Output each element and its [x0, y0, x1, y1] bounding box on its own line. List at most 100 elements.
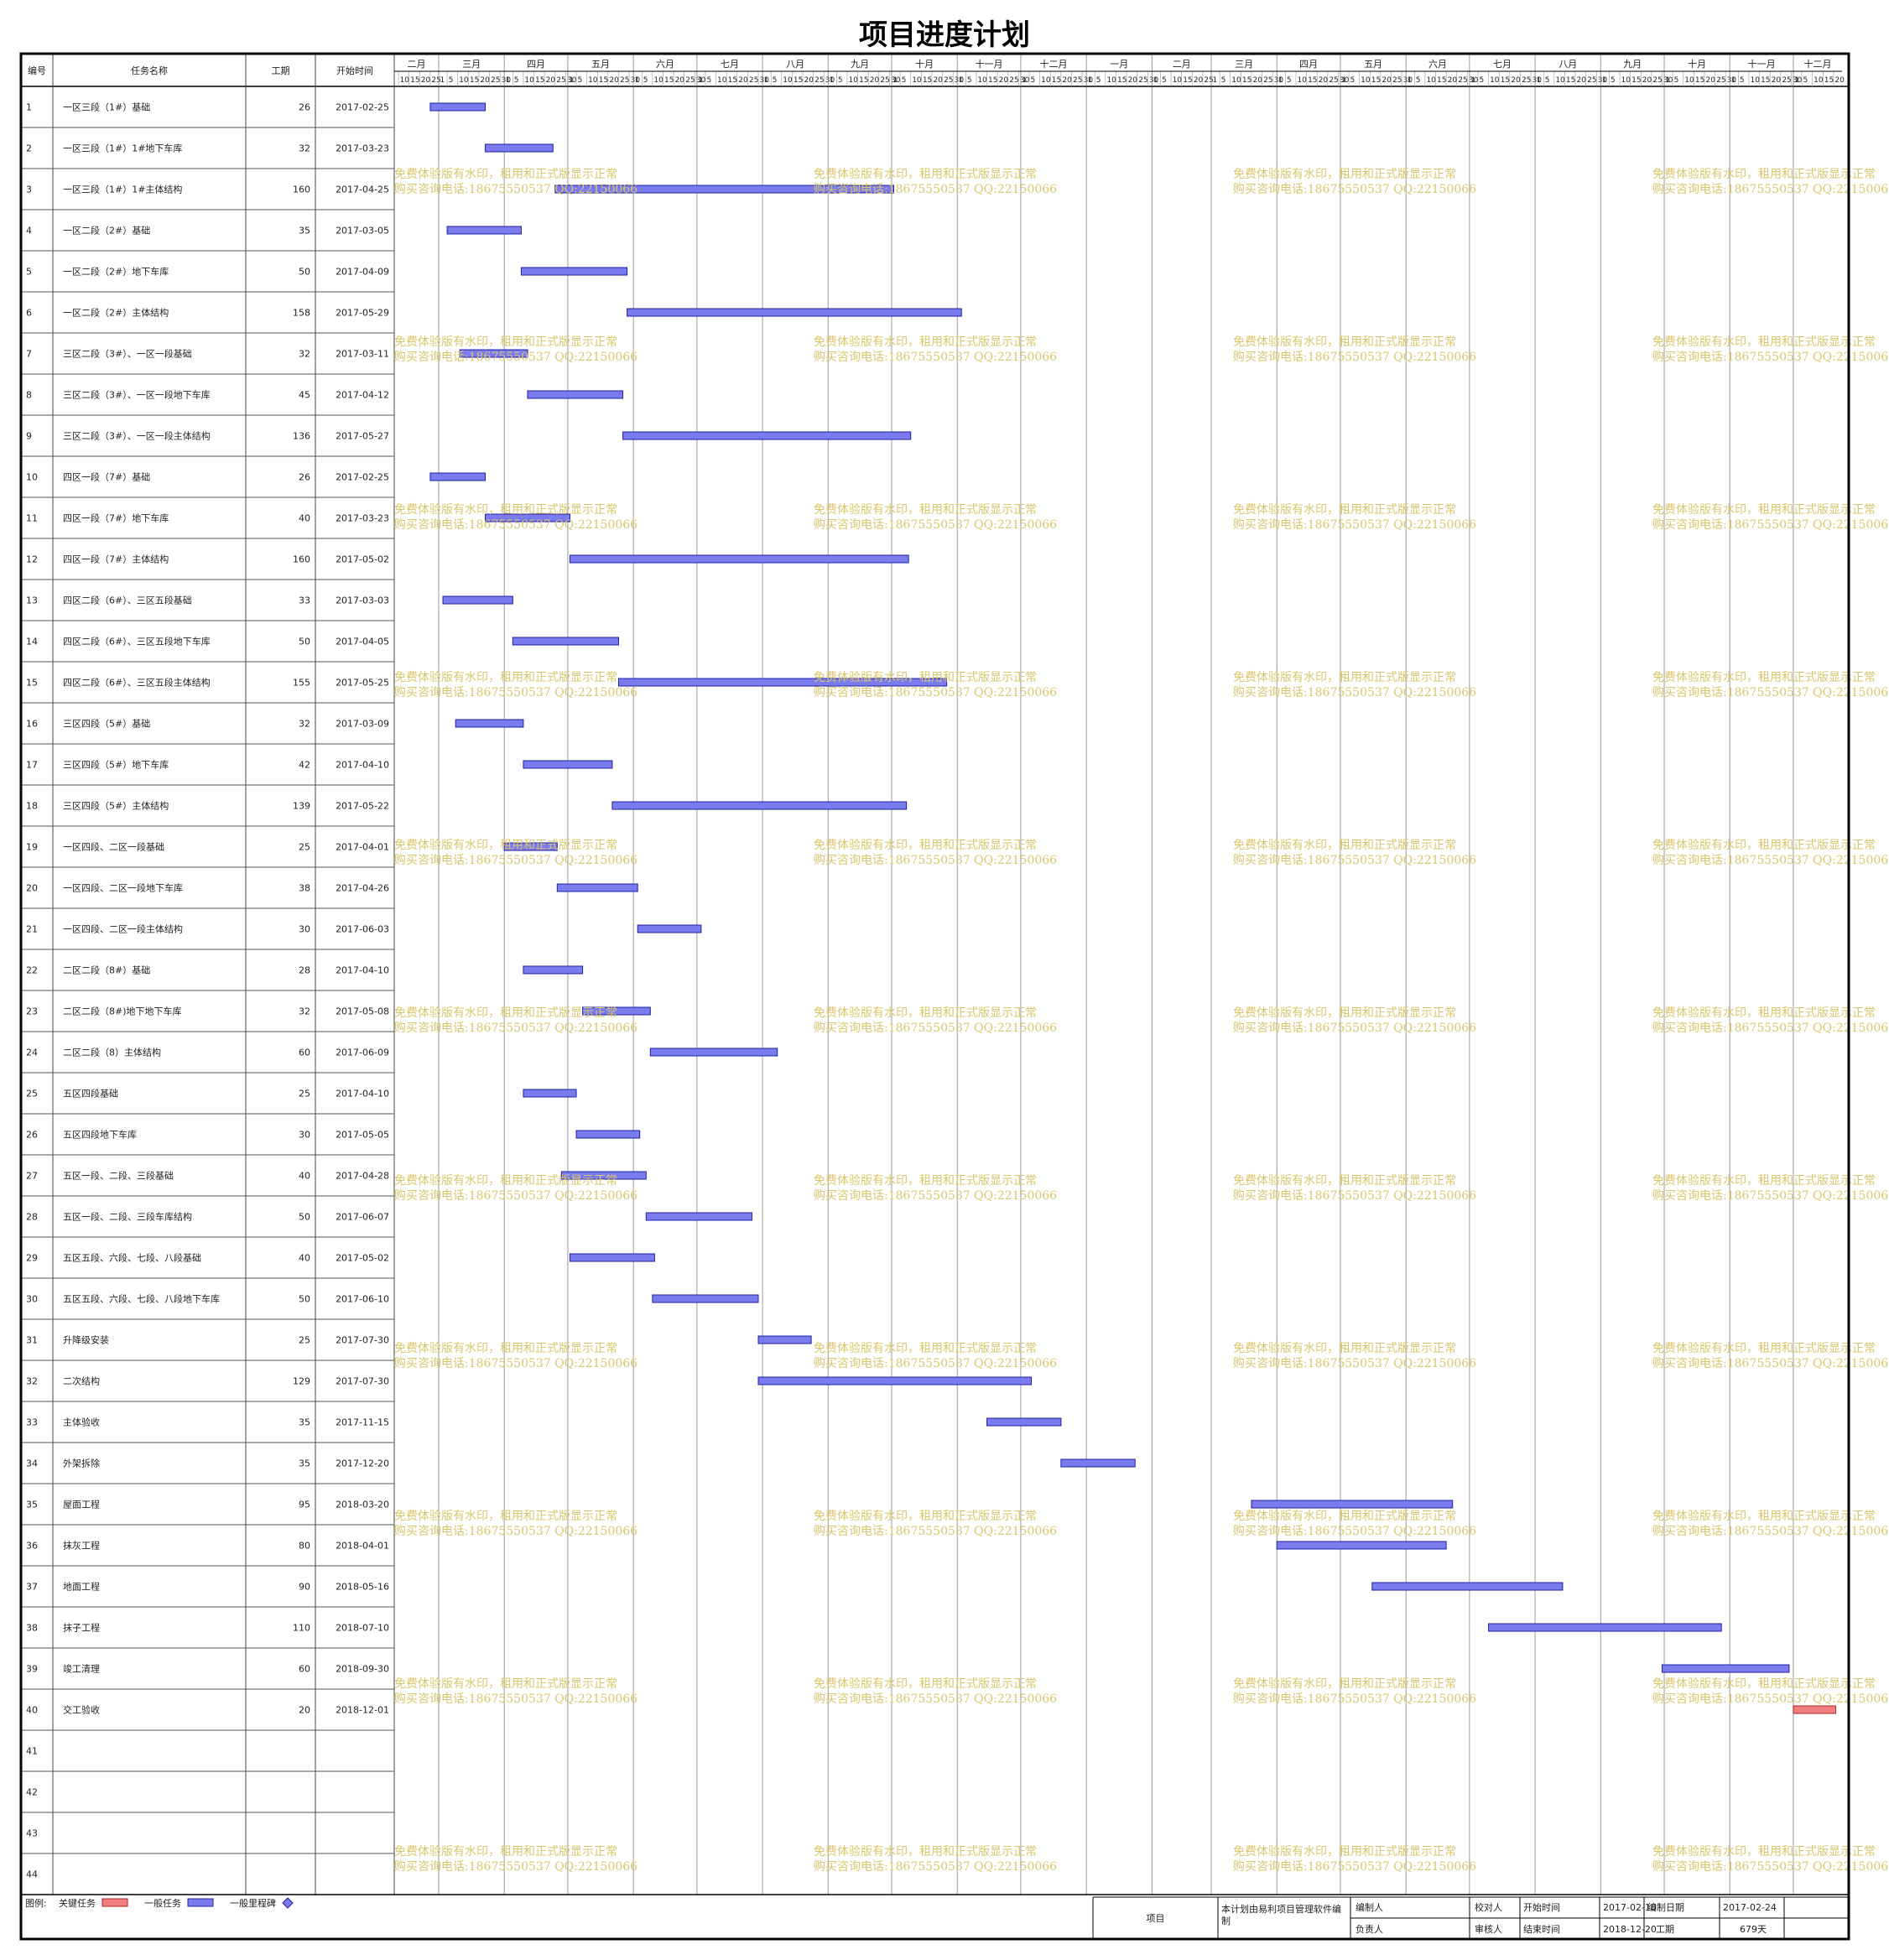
watermark-line1: 免费体验版有水印，租用和正式版显示正常: [394, 1006, 617, 1020]
day-tick-label: 5: [902, 76, 907, 85]
task-bar: [523, 1089, 577, 1098]
day-tick-label: 25: [620, 76, 629, 85]
day-tick-label: 25: [1138, 76, 1147, 85]
day-tick-label: 15: [664, 76, 674, 85]
task-id: 27: [26, 1171, 38, 1182]
watermark-line2: 购买咨询电话:18675550537 QQ:22150066: [814, 1525, 1057, 1538]
day-tick-label: 10: [400, 76, 410, 85]
day-tick-label: 5: [706, 76, 711, 85]
watermark-line1: 免费体验版有水印，租用和正式版显示正常: [394, 671, 617, 684]
day-tick-label: 10: [1106, 76, 1116, 85]
task-name: 四区一段（7#）主体结构: [63, 554, 169, 565]
day-tick-label: 25: [1782, 76, 1791, 85]
day-tick-label: 1: [1470, 76, 1475, 85]
task-duration: 30: [299, 924, 310, 935]
task-duration: 25: [299, 1089, 310, 1100]
task-start: 2017-06-07: [336, 1212, 389, 1223]
task-start: 2017-05-29: [336, 308, 389, 319]
watermark-line2: 购买咨询电话:18675550537 QQ:22150066: [1652, 854, 1889, 867]
task-start: 2017-04-05: [336, 637, 389, 647]
task-name: 抹子工程: [63, 1623, 100, 1634]
task-id: 31: [26, 1335, 38, 1346]
day-tick-label: 5: [1416, 76, 1421, 85]
watermark-line1: 免费体验版有水印，租用和正式版显示正常: [394, 1342, 617, 1355]
month-label: 四月: [527, 59, 545, 70]
task-name: 抹灰工程: [63, 1540, 100, 1552]
month-label: 五月: [591, 59, 610, 70]
day-tick-label: 10: [1231, 76, 1241, 85]
task-name: 四区二段（6#）、三区五段地下车库: [63, 636, 211, 647]
task-start: 2017-07-30: [336, 1376, 389, 1387]
task-name: 地面工程: [63, 1582, 100, 1593]
watermark-line2: 购买咨询电话:18675550537 QQ:22150066: [814, 1860, 1057, 1874]
day-tick-label: 10: [1750, 76, 1760, 85]
task-id: 17: [26, 760, 38, 771]
day-tick-label: 5: [578, 76, 583, 85]
day-tick-label: 20: [675, 76, 685, 85]
day-tick-label: 1: [959, 76, 964, 85]
task-start: 2017-04-28: [336, 1171, 389, 1182]
day-tick-label: 1: [1213, 76, 1218, 85]
task-id: 30: [26, 1294, 38, 1305]
day-tick-label: 30: [955, 76, 965, 85]
day-tick-label: 1: [1341, 76, 1346, 85]
watermark-line2: 购买咨询电话:18675550537 QQ:22150066: [394, 1525, 637, 1538]
task-id: 10: [26, 472, 38, 483]
task-start: 2017-06-09: [336, 1048, 389, 1058]
task-duration: 45: [299, 390, 310, 401]
watermark-line2: 购买咨询电话:18675550537 QQ:22150066: [1233, 351, 1476, 364]
task-name: 一区三段（1#）基础: [63, 101, 150, 113]
legend-normal-swatch: [187, 1898, 214, 1907]
day-tick-label: 25: [880, 76, 889, 85]
day-tick-label: 20: [1642, 76, 1652, 85]
month-label: 四月: [1299, 59, 1318, 70]
task-duration: 158: [293, 308, 310, 319]
task-name: 一区三段（1#）1#地下车库: [63, 143, 182, 154]
watermark-line1: 免费体验版有水印，租用和正式版显示正常: [394, 839, 617, 852]
day-tick-label: 5: [1287, 76, 1292, 85]
day-tick-label: 25: [944, 76, 953, 85]
task-duration: 25: [299, 842, 310, 853]
task-id: 18: [26, 801, 38, 812]
task-id: 6: [26, 308, 32, 319]
day-tick-label: 20: [999, 76, 1009, 85]
month-label: 九月: [851, 59, 869, 70]
task-start: 2018-05-16: [336, 1582, 389, 1593]
task-start: 2017-06-10: [336, 1294, 389, 1305]
task-id: 41: [26, 1746, 38, 1757]
task-duration: 30: [299, 1130, 310, 1141]
col-header-start: 开始时间: [336, 65, 373, 76]
task-id: 42: [26, 1787, 38, 1798]
task-id: 35: [26, 1500, 38, 1510]
day-tick-label: 15: [1308, 76, 1317, 85]
task-start: 2017-05-02: [336, 1253, 389, 1264]
task-start: 2018-03-20: [336, 1500, 389, 1510]
task-name: 一区三段（1#）1#主体结构: [63, 184, 182, 195]
watermark-line1: 免费体验版有水印，租用和正式版显示正常: [1233, 839, 1456, 852]
task-start: 2017-05-27: [336, 431, 389, 442]
watermark-line2: 购买咨询电话:18675550537 QQ:22150066: [814, 1692, 1057, 1706]
watermark-line2: 购买咨询电话:18675550537 QQ:22150066: [1652, 1357, 1889, 1370]
task-name: 四区一段（7#）基础: [63, 471, 150, 483]
watermark-line2: 购买咨询电话:18675550537 QQ:22150066: [814, 518, 1057, 532]
task-name: 一区二段（2#）基础: [63, 225, 150, 237]
watermark-line2: 购买咨询电话:18675550537 QQ:22150066: [1652, 686, 1889, 699]
watermark-line1: 免费体验版有水印，租用和正式版显示正常: [814, 671, 1037, 684]
day-tick-label: 1: [1666, 76, 1671, 85]
watermark-line2: 购买咨询电话:18675550537 QQ:22150066: [1652, 1860, 1889, 1874]
watermark-line1: 免费体验版有水印，租用和正式版显示正常: [1652, 335, 1876, 349]
col-header-duration: 工期: [272, 65, 290, 76]
task-start: 2017-04-09: [336, 267, 389, 278]
watermark-line2: 购买咨询电话:18675550537 QQ:22150066: [1233, 1860, 1476, 1874]
watermark-line2: 购买咨询电话:18675550537 QQ:22150066: [394, 518, 637, 532]
task-bar: [649, 1048, 778, 1057]
footer-end-value: 2018-12-20: [1603, 1924, 1657, 1935]
day-tick-label: 5: [1479, 76, 1484, 85]
page-title: 项目进度计划: [859, 18, 1030, 52]
month-label: 六月: [1428, 59, 1447, 70]
footer-checker-label: 校对人: [1475, 1901, 1502, 1913]
day-tick-label: 20: [546, 76, 556, 85]
task-duration: 32: [299, 349, 310, 360]
task-start: 2017-12-20: [336, 1458, 389, 1469]
